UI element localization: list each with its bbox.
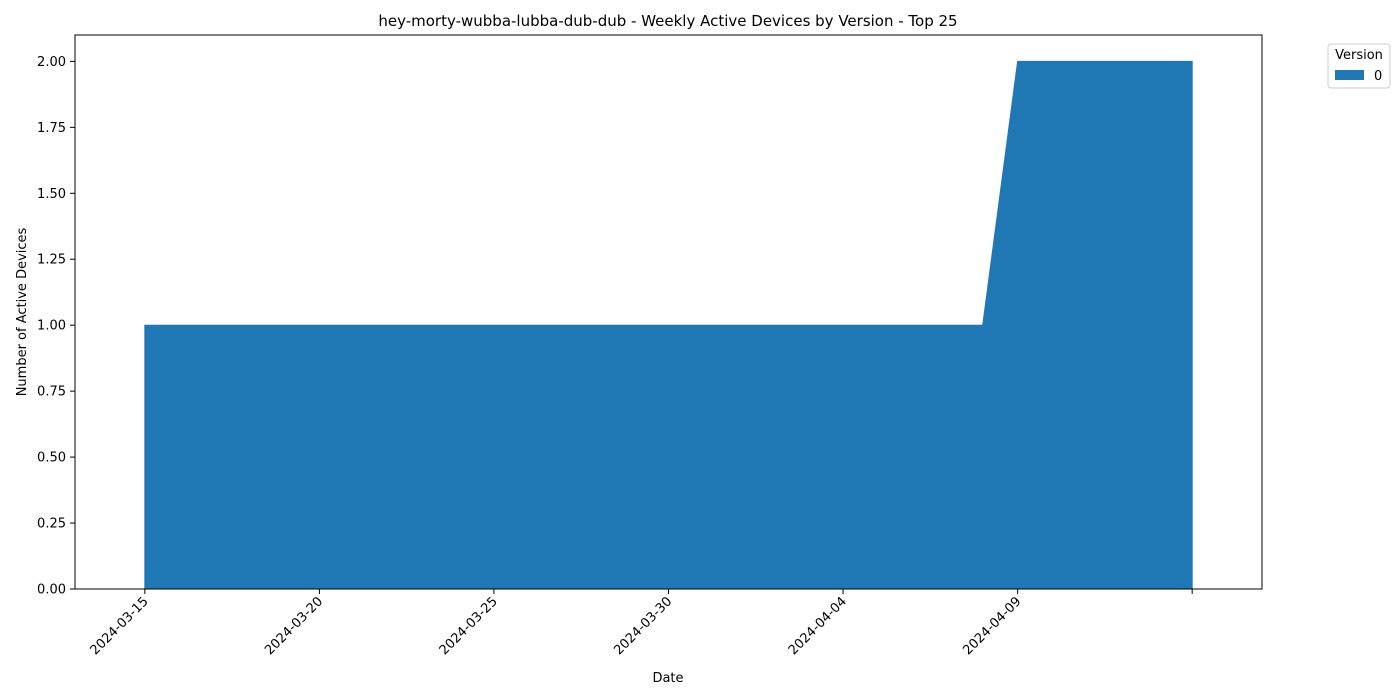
plot-area [144,60,1193,590]
y-tick-label: 2.00 [37,55,66,70]
x-tick-label: 2024-03-30 [611,594,675,658]
x-tick-label: 2024-04-04 [786,594,850,658]
x-tick-label: 2024-03-15 [88,594,152,658]
area-series-0 [144,60,1193,590]
y-tick-label: 1.50 [37,187,66,202]
legend-swatch-0 [1335,70,1364,80]
y-tick-label: 1.75 [37,121,66,136]
legend: Version 0 [1327,43,1391,89]
y-axis-label: Number of Active Devices [15,227,30,396]
y-tick-label: 0.00 [37,583,66,598]
legend-entry-0: 0 [1374,69,1382,84]
y-tick-label: 0.75 [37,385,66,400]
x-axis-label: Date [652,671,683,686]
y-tick-label: 1.00 [37,319,66,334]
x-tick-label: 2024-03-20 [262,594,326,658]
chart-title: hey-morty-wubba-lubba-dub-dub - Weekly A… [378,12,957,30]
y-tick-label: 0.50 [37,451,66,466]
x-tick-label: 2024-03-25 [437,594,501,658]
legend-title: Version [1335,48,1383,63]
y-tick-label: 0.25 [37,517,66,532]
y-axis: 0.00 0.25 0.50 0.75 1.00 1.25 1.50 1.75 2.00 [37,55,75,598]
y-tick-label: 1.25 [37,253,66,268]
x-axis: 2024-03-15 2024-03-20 2024-03-25 2024-03-30… [88,589,1193,658]
x-tick-label: 2024-04-09 [960,594,1024,658]
